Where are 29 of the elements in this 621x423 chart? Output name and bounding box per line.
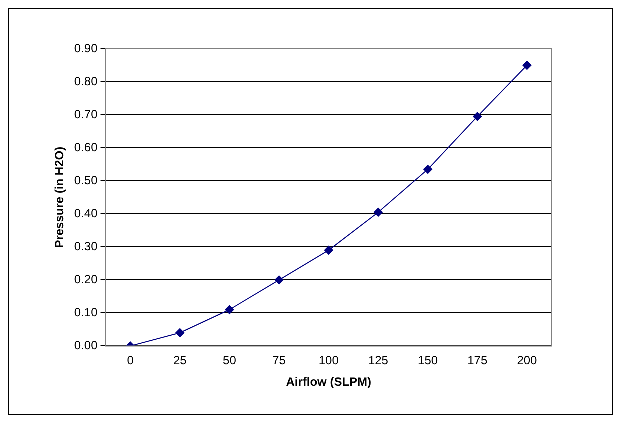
- y-tick-label: 0.40: [74, 206, 98, 220]
- y-tick-label: 0.10: [74, 305, 98, 320]
- y-tick-label: 0.70: [74, 107, 98, 122]
- x-axis-title: Airflow (SLPM): [286, 375, 372, 390]
- y-axis-title: Pressure (in H2O): [52, 146, 67, 248]
- x-tick-label: 200: [517, 354, 538, 368]
- x-tick-label: 75: [272, 354, 286, 368]
- point: [473, 112, 482, 122]
- x-tick-label: 150: [418, 354, 438, 368]
- x-tick-label: 100: [318, 354, 340, 368]
- x-tick-label: 25: [173, 354, 188, 368]
- x-tick-label: 175: [468, 354, 488, 368]
- y-tick-label: 0.50: [74, 173, 98, 188]
- x-tick-label: 50: [223, 354, 237, 368]
- point: [176, 328, 185, 338]
- point: [225, 305, 234, 314]
- y-tick-label: 0.60: [74, 140, 98, 154]
- point: [374, 208, 383, 217]
- point: [424, 165, 433, 174]
- x-tick-label: 0: [127, 354, 134, 368]
- point: [522, 61, 532, 70]
- point: [324, 246, 334, 255]
- y-tick-label: 0.30: [74, 239, 98, 254]
- y-tick-label: 0.00: [74, 338, 98, 353]
- y-tick-label: 0.90: [74, 41, 98, 56]
- x-tick-label: 125: [368, 354, 389, 368]
- y-tick-label: 0.20: [74, 272, 98, 286]
- point: [274, 276, 284, 285]
- y-tick-label: 0.80: [74, 74, 98, 88]
